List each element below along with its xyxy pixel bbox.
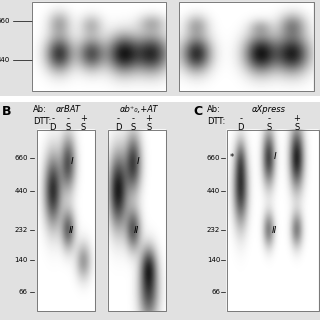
Text: αXpress: αXpress (252, 105, 286, 114)
Bar (108, 130, 166, 311)
Bar (37, 130, 95, 311)
Text: 440: 440 (0, 57, 10, 62)
Text: 660: 660 (207, 155, 220, 161)
Text: D: D (115, 123, 121, 132)
Text: Ab:: Ab: (33, 105, 46, 114)
Text: I: I (71, 157, 74, 166)
Text: 660: 660 (0, 18, 10, 24)
Text: αb⁺₀,+AT: αb⁺₀,+AT (120, 105, 158, 114)
Text: I: I (273, 152, 276, 161)
Text: C: C (193, 105, 203, 117)
Text: -: - (51, 114, 54, 124)
Text: -: - (267, 114, 270, 124)
Text: 66: 66 (19, 289, 28, 295)
Text: B: B (2, 105, 12, 117)
Text: I: I (136, 157, 139, 166)
Bar (179, 2, 314, 91)
Text: D: D (237, 123, 244, 132)
Text: 140: 140 (14, 257, 28, 263)
Text: +: + (80, 114, 87, 124)
Text: S: S (266, 123, 271, 132)
Text: 140: 140 (207, 257, 220, 263)
Text: -: - (67, 114, 70, 124)
Text: S: S (146, 123, 151, 132)
Text: II: II (69, 226, 74, 235)
Text: αrBAT: αrBAT (56, 105, 81, 114)
Text: 232: 232 (207, 227, 220, 233)
Text: 232: 232 (15, 227, 28, 233)
Text: 660: 660 (14, 155, 28, 161)
Text: S: S (81, 123, 86, 132)
Text: Ab:: Ab: (207, 105, 221, 114)
Text: S: S (66, 123, 71, 132)
Text: -: - (116, 114, 120, 124)
Text: +: + (293, 114, 300, 124)
Text: S: S (294, 123, 300, 132)
Bar (32, 2, 166, 91)
Text: 440: 440 (15, 188, 28, 194)
Text: DTT:: DTT: (207, 116, 226, 125)
Text: *: * (230, 153, 235, 162)
Text: II: II (134, 226, 139, 235)
Bar (227, 130, 319, 311)
Text: D: D (50, 123, 56, 132)
Text: DTT:: DTT: (33, 116, 51, 125)
Text: -: - (239, 114, 242, 124)
Text: S: S (131, 123, 136, 132)
Text: 66: 66 (211, 289, 220, 295)
Text: +: + (145, 114, 152, 124)
Text: -: - (132, 114, 135, 124)
Text: II: II (272, 226, 277, 235)
Text: 440: 440 (207, 188, 220, 194)
